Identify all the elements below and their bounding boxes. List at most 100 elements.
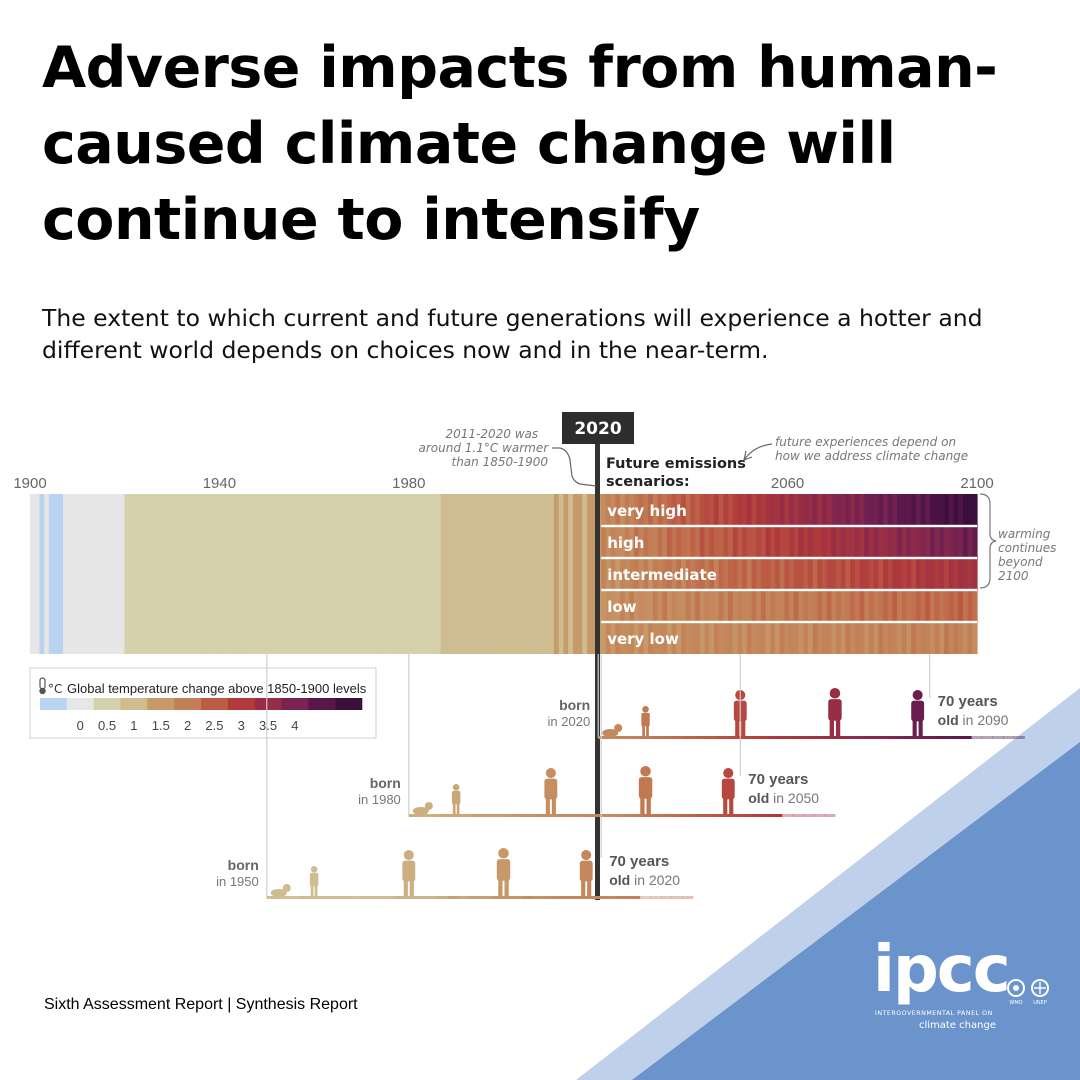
timeline-segment [440, 814, 452, 817]
annotation-past-bracket [552, 447, 597, 487]
scenario-stripe [638, 526, 645, 558]
scenario-stripe [704, 526, 710, 558]
scenario-stripe [728, 558, 734, 590]
scenario-stripe [624, 494, 630, 526]
scenario-stripe [906, 590, 912, 622]
observed-stripe [341, 494, 347, 654]
scenario-stripe [920, 558, 926, 590]
scenario-stripe [610, 622, 616, 654]
timeline-segment [341, 896, 353, 899]
scenario-stripe [742, 622, 748, 654]
scenario-stripe [746, 590, 753, 622]
scenario-stripe [671, 494, 677, 526]
observed-stripe [214, 494, 220, 654]
scenario-stripe [648, 590, 654, 622]
scenario-stripe [605, 526, 612, 558]
scenario-stripe [911, 590, 917, 622]
scenario-stripe [690, 622, 696, 654]
timeline-segment [483, 814, 495, 817]
legend-tick-label: 0.5 [98, 718, 116, 733]
observed-stripe [407, 494, 413, 654]
scenario-stripe [638, 622, 645, 654]
scenario-stripe [784, 622, 790, 654]
scenario-stripe [704, 590, 710, 622]
scenarios-heading-line1: Future emissions [606, 456, 746, 472]
timeline-segment [469, 896, 481, 899]
timeline-segment [511, 896, 523, 899]
scenario-stripe [742, 494, 748, 526]
scenario-stripe [648, 494, 654, 526]
timeline-segment [907, 736, 919, 739]
age-year-label: old in 2090 [938, 712, 1009, 728]
scenario-stripe [906, 622, 912, 654]
scenario-stripe [944, 494, 950, 526]
scenario-stripe [765, 494, 771, 526]
scenario-stripe [638, 590, 645, 622]
timeline-segment [736, 736, 748, 739]
scenario-stripe [868, 590, 875, 622]
observed-stripe [256, 494, 262, 654]
observed-stripe [483, 494, 489, 654]
timeline-segment [288, 896, 300, 899]
scenario-stripe [671, 622, 677, 654]
scenario-stripe [939, 590, 945, 622]
observed-stripe [487, 494, 494, 654]
scenario-stripe [906, 526, 912, 558]
scenario-stripe [662, 558, 668, 590]
scenario-stripe [887, 494, 894, 526]
annotation-past: 2011-2020 was around 1.1°C warmer than 1… [419, 427, 552, 469]
scenario-stripe [887, 526, 894, 558]
scenario-stripe [920, 590, 926, 622]
scenario-stripe [624, 590, 630, 622]
age-label: 70 years [609, 853, 669, 870]
timeline-segment [843, 736, 855, 739]
observed-stripe [223, 494, 229, 654]
scenario-stripe [892, 622, 898, 654]
timeline-segment [504, 814, 516, 817]
observed-stripe [86, 494, 92, 654]
legend-swatch [254, 698, 282, 710]
scenario-stripe [666, 526, 673, 558]
scenario-stripe [619, 622, 626, 654]
timeline-segment [426, 896, 438, 899]
observed-stripe [209, 494, 215, 654]
observed-stripe [516, 494, 522, 654]
observed-stripe [388, 494, 395, 654]
scenario-stripe [850, 622, 856, 654]
scenario-stripe [859, 494, 865, 526]
scenario-stripe [920, 526, 926, 558]
scenario-stripe [737, 494, 743, 526]
scenario-stripe [798, 494, 804, 526]
timeline-segment [664, 814, 676, 817]
observed-stripe [421, 494, 428, 654]
annotation-beyond-bracket [979, 493, 997, 589]
scenario-label: high [607, 534, 644, 552]
scenario-stripe [939, 494, 945, 526]
scenario-stripe [732, 526, 739, 558]
observed-stripe [450, 494, 456, 654]
legend-tick-label: 3 [238, 718, 245, 733]
x-tick-label: 2060 [771, 475, 804, 492]
scenario-stripe [850, 526, 856, 558]
scenario-stripe [737, 622, 743, 654]
scenario-stripe [699, 590, 706, 622]
timeline-segment [726, 736, 738, 739]
timeline-segment [739, 814, 751, 817]
observed-stripe [228, 494, 234, 654]
scenario-stripe [807, 590, 814, 622]
scenario-stripe [789, 622, 795, 654]
timeline-segment [771, 814, 783, 817]
timeline-segment [651, 736, 663, 739]
x-axis-ticks: 1900 1940 1980 2060 2100 [13, 475, 993, 492]
scenario-stripe [798, 622, 804, 654]
scenario-stripe [652, 622, 659, 654]
scenario-stripe [624, 622, 630, 654]
person-silhouette [641, 706, 650, 736]
x-tick-label: 1980 [392, 475, 425, 492]
timeline-segment [619, 736, 631, 739]
person-silhouette [911, 690, 925, 736]
scenario-stripe [713, 558, 720, 590]
scenario-stripe [967, 622, 973, 654]
scenario-stripe [601, 558, 607, 590]
legend-ticks: 0 0.5 1 1.5 2 2.5 3 3.5 4 [77, 718, 299, 733]
